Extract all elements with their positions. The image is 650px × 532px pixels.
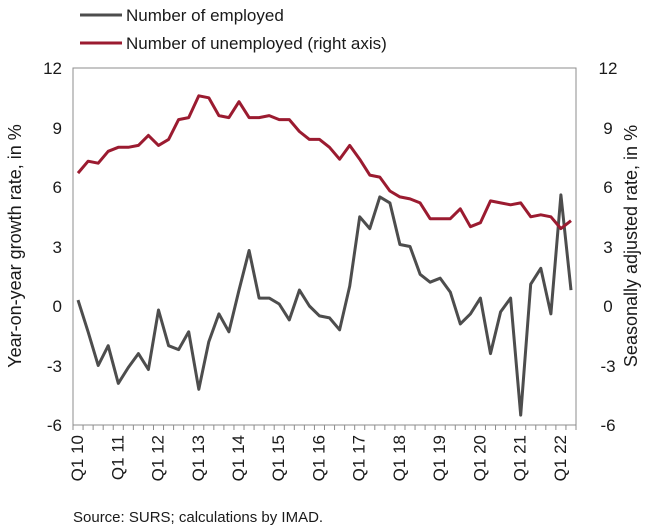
y-tick-left: 6 bbox=[53, 178, 62, 197]
x-tick-label: Q1 10 bbox=[68, 435, 87, 481]
x-tick-label: Q1 17 bbox=[350, 435, 369, 481]
x-axis: Q1 10 Q1 11 Q1 12 Q1 13 Q1 14 Q1 15 Q1 16 Q1 17… bbox=[68, 425, 577, 481]
legend-label-employed: Number of employed bbox=[126, 6, 284, 25]
x-tick-label: Q1 16 bbox=[309, 435, 328, 481]
y-axis-right-title: Seasonally adjusted rate, in % bbox=[621, 125, 641, 367]
y-axis-left: 12 9 6 3 0 -3 -6 Year-on-year growth rat… bbox=[5, 59, 62, 435]
y-axis-right: 12 9 6 3 0 -3 -6 Seasonally adjusted rat… bbox=[599, 59, 641, 435]
x-tick-label: Q1 18 bbox=[390, 435, 409, 481]
x-tick-label: Q1 22 bbox=[551, 435, 570, 481]
x-tick-label: Q1 20 bbox=[470, 435, 489, 481]
legend-label-unemployed: Number of unemployed (right axis) bbox=[126, 34, 387, 53]
legend: Number of employed Number of unemployed … bbox=[80, 6, 387, 53]
x-tick-label: Q1 19 bbox=[430, 435, 449, 481]
y-tick-right: 9 bbox=[603, 119, 612, 138]
y-tick-right: 0 bbox=[603, 297, 612, 316]
y-tick-right: 12 bbox=[599, 59, 618, 78]
series-line-unemployed bbox=[76, 94, 572, 231]
x-tick-label: Q1 13 bbox=[189, 435, 208, 481]
series-layer bbox=[76, 94, 573, 417]
y-tick-left: -6 bbox=[47, 416, 62, 435]
y-tick-right: -3 bbox=[600, 357, 615, 376]
y-axis-left-title: Year-on-year growth rate, in % bbox=[5, 124, 25, 367]
x-tick-label: Q1 15 bbox=[269, 435, 288, 481]
y-tick-left: -3 bbox=[47, 357, 62, 376]
y-tick-right: 3 bbox=[603, 238, 612, 257]
y-tick-left: 12 bbox=[43, 59, 62, 78]
x-tick-label: Q1 11 bbox=[108, 435, 127, 480]
y-tick-right: -6 bbox=[600, 416, 615, 435]
series-line-employed bbox=[76, 193, 573, 417]
y-tick-left: 9 bbox=[53, 119, 62, 138]
x-tick-label: Q1 14 bbox=[229, 435, 248, 481]
x-tick-label: Q1 21 bbox=[511, 435, 530, 481]
y-tick-left: 0 bbox=[53, 297, 62, 316]
source-note: Source: SURS; calculations by IMAD. bbox=[73, 509, 323, 526]
x-tick-label: Q1 12 bbox=[149, 435, 168, 481]
y-tick-right: 6 bbox=[603, 178, 612, 197]
plot-frame bbox=[72, 67, 577, 426]
y-tick-left: 3 bbox=[53, 238, 62, 257]
